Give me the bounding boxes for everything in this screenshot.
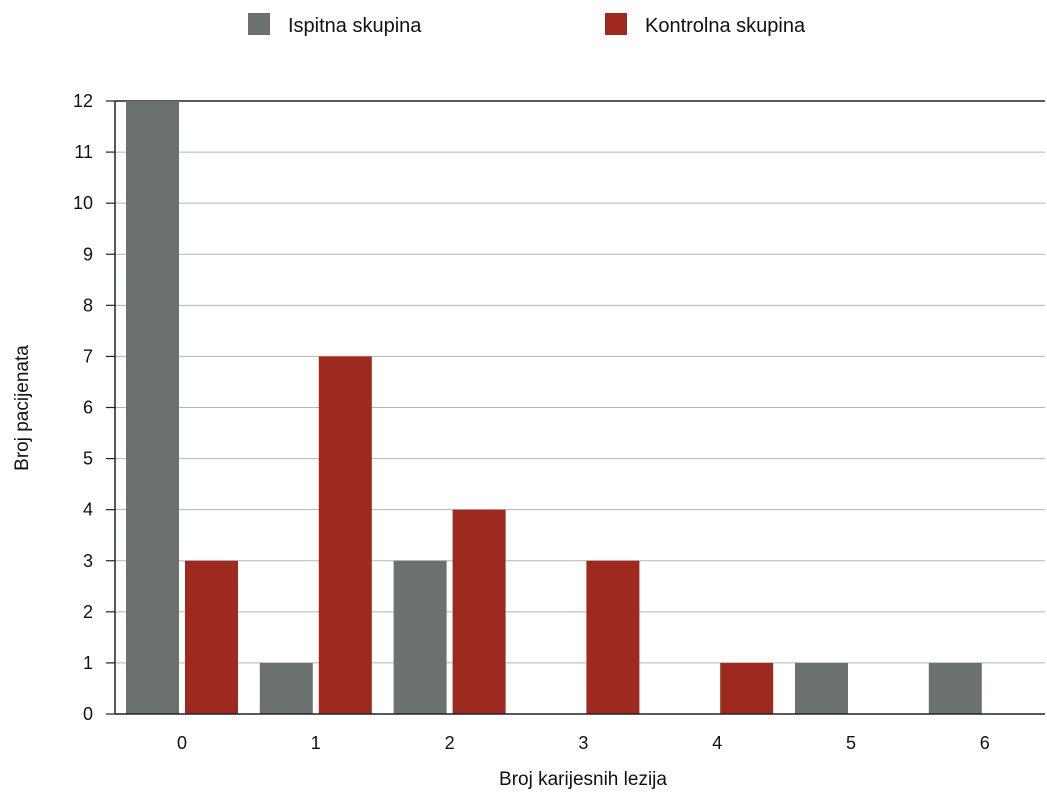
y-tick-label: 3 — [83, 551, 93, 571]
bars — [126, 101, 982, 714]
x-tick-label: 3 — [578, 733, 588, 753]
x-tick-label: 4 — [712, 733, 722, 753]
gridlines — [115, 100, 1045, 664]
y-tick-label: 4 — [83, 500, 93, 520]
bar-kontrolna-3 — [586, 560, 640, 714]
legend-swatch — [248, 13, 270, 35]
legend-swatch — [605, 13, 627, 35]
y-tick-label: 7 — [83, 346, 93, 366]
bar-kontrolna-4 — [720, 662, 774, 714]
x-tick-label: 1 — [311, 733, 321, 753]
bar-kontrolna-0 — [185, 560, 238, 714]
x-tick-label: 5 — [846, 733, 856, 753]
y-tick-label: 10 — [73, 193, 93, 213]
legend: Ispitna skupina Kontrolna skupina — [248, 13, 806, 37]
y-axis-title: Broj pacijenata — [12, 345, 33, 471]
y-tick-label: 6 — [83, 398, 93, 418]
x-tick-label: 0 — [177, 733, 187, 753]
y-tick-label: 2 — [83, 602, 93, 622]
bar-ispitna-1 — [259, 662, 313, 714]
x-axis-title: Broj karijesnih lezija — [499, 769, 667, 790]
bar-ispitna-2 — [393, 560, 447, 714]
x-tick-labels: 0 1 2 3 4 5 6 — [177, 733, 990, 753]
y-tick-label: 11 — [74, 142, 93, 162]
bar-ispitna-0 — [126, 101, 179, 714]
y-tick-label: 12 — [73, 91, 93, 111]
y-tick-label: 1 — [83, 653, 93, 673]
y-tick-label: 9 — [83, 244, 93, 264]
y-tick-label: 0 — [83, 704, 93, 724]
bar-kontrolna-1 — [318, 356, 372, 714]
legend-label: Ispitna skupina — [288, 15, 422, 37]
x-tick-label: 6 — [980, 733, 990, 753]
bar-kontrolna-2 — [452, 509, 506, 714]
bar-ispitna-6 — [928, 662, 982, 714]
x-tick-label: 2 — [445, 733, 455, 753]
bar-ispitna-5 — [795, 662, 848, 714]
y-tick-label: 8 — [83, 295, 93, 315]
legend-label: Kontrolna skupina — [645, 15, 806, 37]
y-tick-label: 5 — [83, 449, 93, 469]
